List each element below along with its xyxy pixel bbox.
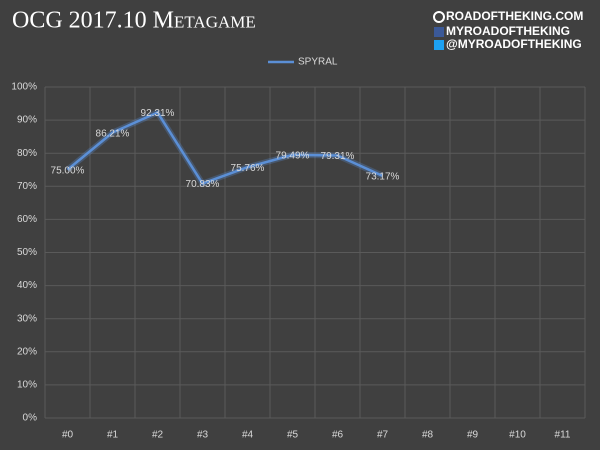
data-label: 79.49% <box>276 151 310 162</box>
y-tick-label: 60% <box>17 214 37 225</box>
x-tick-label: #10 <box>509 430 526 441</box>
x-tick-label: #4 <box>242 430 254 441</box>
y-tick-label: 30% <box>17 313 37 324</box>
y-tick-label: 40% <box>17 280 37 291</box>
y-tick-label: 0% <box>23 413 38 424</box>
data-label: 92.31% <box>141 108 175 119</box>
x-tick-label: #5 <box>287 430 299 441</box>
watermark: MYROADOFTHEKING <box>446 24 570 38</box>
y-tick-label: 100% <box>11 82 37 93</box>
watermark-icons <box>433 11 445 50</box>
data-label: 75.00% <box>51 165 85 176</box>
y-tick-label: 80% <box>17 148 37 159</box>
line <box>66 111 384 185</box>
data-label: 79.31% <box>321 151 355 162</box>
y-tick-label: 90% <box>17 115 37 126</box>
data-label: 75.76% <box>231 163 265 174</box>
y-tick-label: 50% <box>17 247 37 258</box>
y-tick-label: 10% <box>17 380 37 391</box>
legend-label: SPYRAL <box>298 57 338 68</box>
data-label: 70.83% <box>186 179 220 190</box>
x-tick-label: #7 <box>377 430 389 441</box>
x-tick-label: #11 <box>555 430 571 441</box>
data-label: 86.21% <box>96 128 130 139</box>
x-tick-label: #0 <box>62 430 74 441</box>
data-label: 73.17% <box>366 171 400 182</box>
x-tick-label: #1 <box>107 430 119 441</box>
watermark: ROADOFTHEKING.COM <box>446 9 583 23</box>
x-tick-label: #2 <box>152 430 164 441</box>
x-tick-label: #9 <box>467 430 479 441</box>
x-tick-label: #6 <box>332 430 344 441</box>
chart-title: OCG 2017.10 Metagame <box>12 8 256 34</box>
x-tick-label: #3 <box>197 430 209 441</box>
watermark: @MYROADOFTHEKING <box>446 37 582 51</box>
y-tick-label: 20% <box>17 346 37 357</box>
y-tick-label: 70% <box>17 181 37 192</box>
x-tick-label: #8 <box>422 430 434 441</box>
